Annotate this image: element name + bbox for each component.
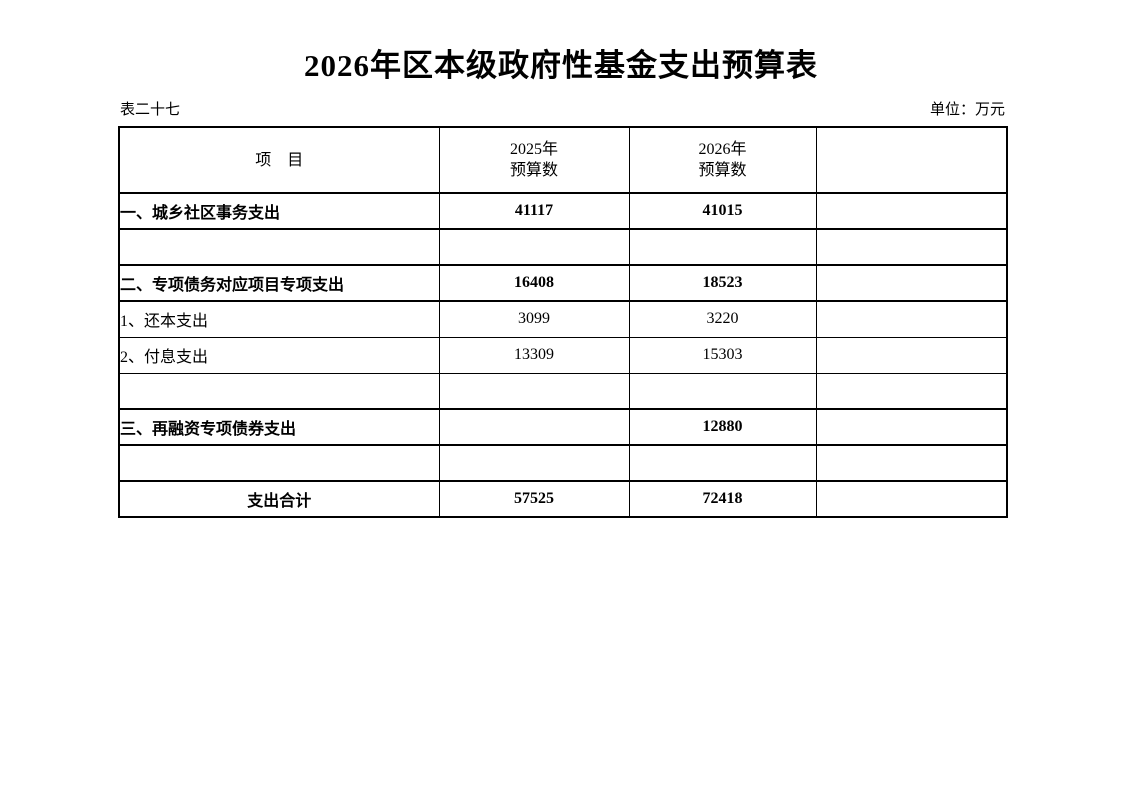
table-row-urban-community: 一、城乡社区事务支出 41117 41015 <box>118 192 1008 230</box>
cell-blank <box>815 336 1008 374</box>
cell-2026-value: 18523 <box>628 264 817 302</box>
row-label <box>118 372 440 410</box>
cell-2025-value <box>438 228 630 266</box>
cell-2025-value: 3099 <box>438 300 630 338</box>
cell-2025-value: 16408 <box>438 264 630 302</box>
cell-blank <box>815 372 1008 410</box>
cell-2026-value <box>628 372 817 410</box>
row-label: 一、城乡社区事务支出 <box>118 192 440 230</box>
table-meta-row: 表二十七 单位：万元 <box>120 98 1005 119</box>
cell-2025-value: 13309 <box>438 336 630 374</box>
cell-2025-value: 41117 <box>438 192 630 230</box>
cell-2025-value <box>438 408 630 446</box>
header-2026-year: 2026年 <box>698 141 747 158</box>
table-row-empty <box>118 444 1008 482</box>
cell-blank <box>815 300 1008 338</box>
header-2026-budget: 2026年预算数 <box>628 126 817 194</box>
table-row-refinancing-bonds: 三、再融资专项债券支出 12880 <box>118 408 1008 446</box>
cell-blank <box>815 444 1008 482</box>
header-blank <box>815 126 1008 194</box>
cell-2026-value <box>628 444 817 482</box>
header-2025-year: 2025年 <box>509 141 558 158</box>
cell-blank <box>815 408 1008 446</box>
cell-2026-value: 72418 <box>628 480 817 518</box>
row-label: 支出合计 <box>118 480 440 518</box>
cell-blank <box>815 192 1008 230</box>
table-row-empty <box>118 228 1008 266</box>
header-2025-caption: 预算数 <box>509 162 558 179</box>
table-row-special-debt: 二、专项债务对应项目专项支出 16408 18523 <box>118 264 1008 302</box>
page-title: 2026年区本级政府性基金支出预算表 <box>304 48 818 83</box>
header-2026-caption: 预算数 <box>698 162 747 179</box>
header-2025-budget: 2025年预算数 <box>438 126 630 194</box>
cell-2026-value: 15303 <box>628 336 817 374</box>
row-label: 2、付息支出 <box>118 336 440 374</box>
table-row-principal-repayment: 1、还本支出 3099 3220 <box>118 300 1008 338</box>
table-row-total: 支出合计 57525 72418 <box>118 480 1008 518</box>
cell-blank <box>815 264 1008 302</box>
row-label <box>118 444 440 482</box>
row-label: 三、再融资专项债券支出 <box>118 408 440 446</box>
table-row-interest-payment: 2、付息支出 13309 15303 <box>118 336 1008 374</box>
row-label: 二、专项债务对应项目专项支出 <box>118 264 440 302</box>
unit-label: 单位：万元 <box>929 102 1005 118</box>
table-row-empty <box>118 372 1008 410</box>
budget-table: 项 目 2025年预算数 2026年预算数 一、城乡社区事务支出 41117 4… <box>118 126 1008 518</box>
cell-2026-value: 41015 <box>628 192 817 230</box>
cell-2026-value: 12880 <box>628 408 817 446</box>
header-item: 项 目 <box>118 126 440 194</box>
cell-blank <box>815 480 1008 518</box>
row-label <box>118 228 440 266</box>
cell-2026-value <box>628 228 817 266</box>
cell-blank <box>815 228 1008 266</box>
table-header-row: 项 目 2025年预算数 2026年预算数 <box>118 126 1008 194</box>
row-label: 1、还本支出 <box>118 300 440 338</box>
cell-2025-value: 57525 <box>438 480 630 518</box>
table-number-label: 表二十七 <box>120 102 181 118</box>
cell-2025-value <box>438 444 630 482</box>
cell-2026-value: 3220 <box>628 300 817 338</box>
cell-2025-value <box>438 372 630 410</box>
